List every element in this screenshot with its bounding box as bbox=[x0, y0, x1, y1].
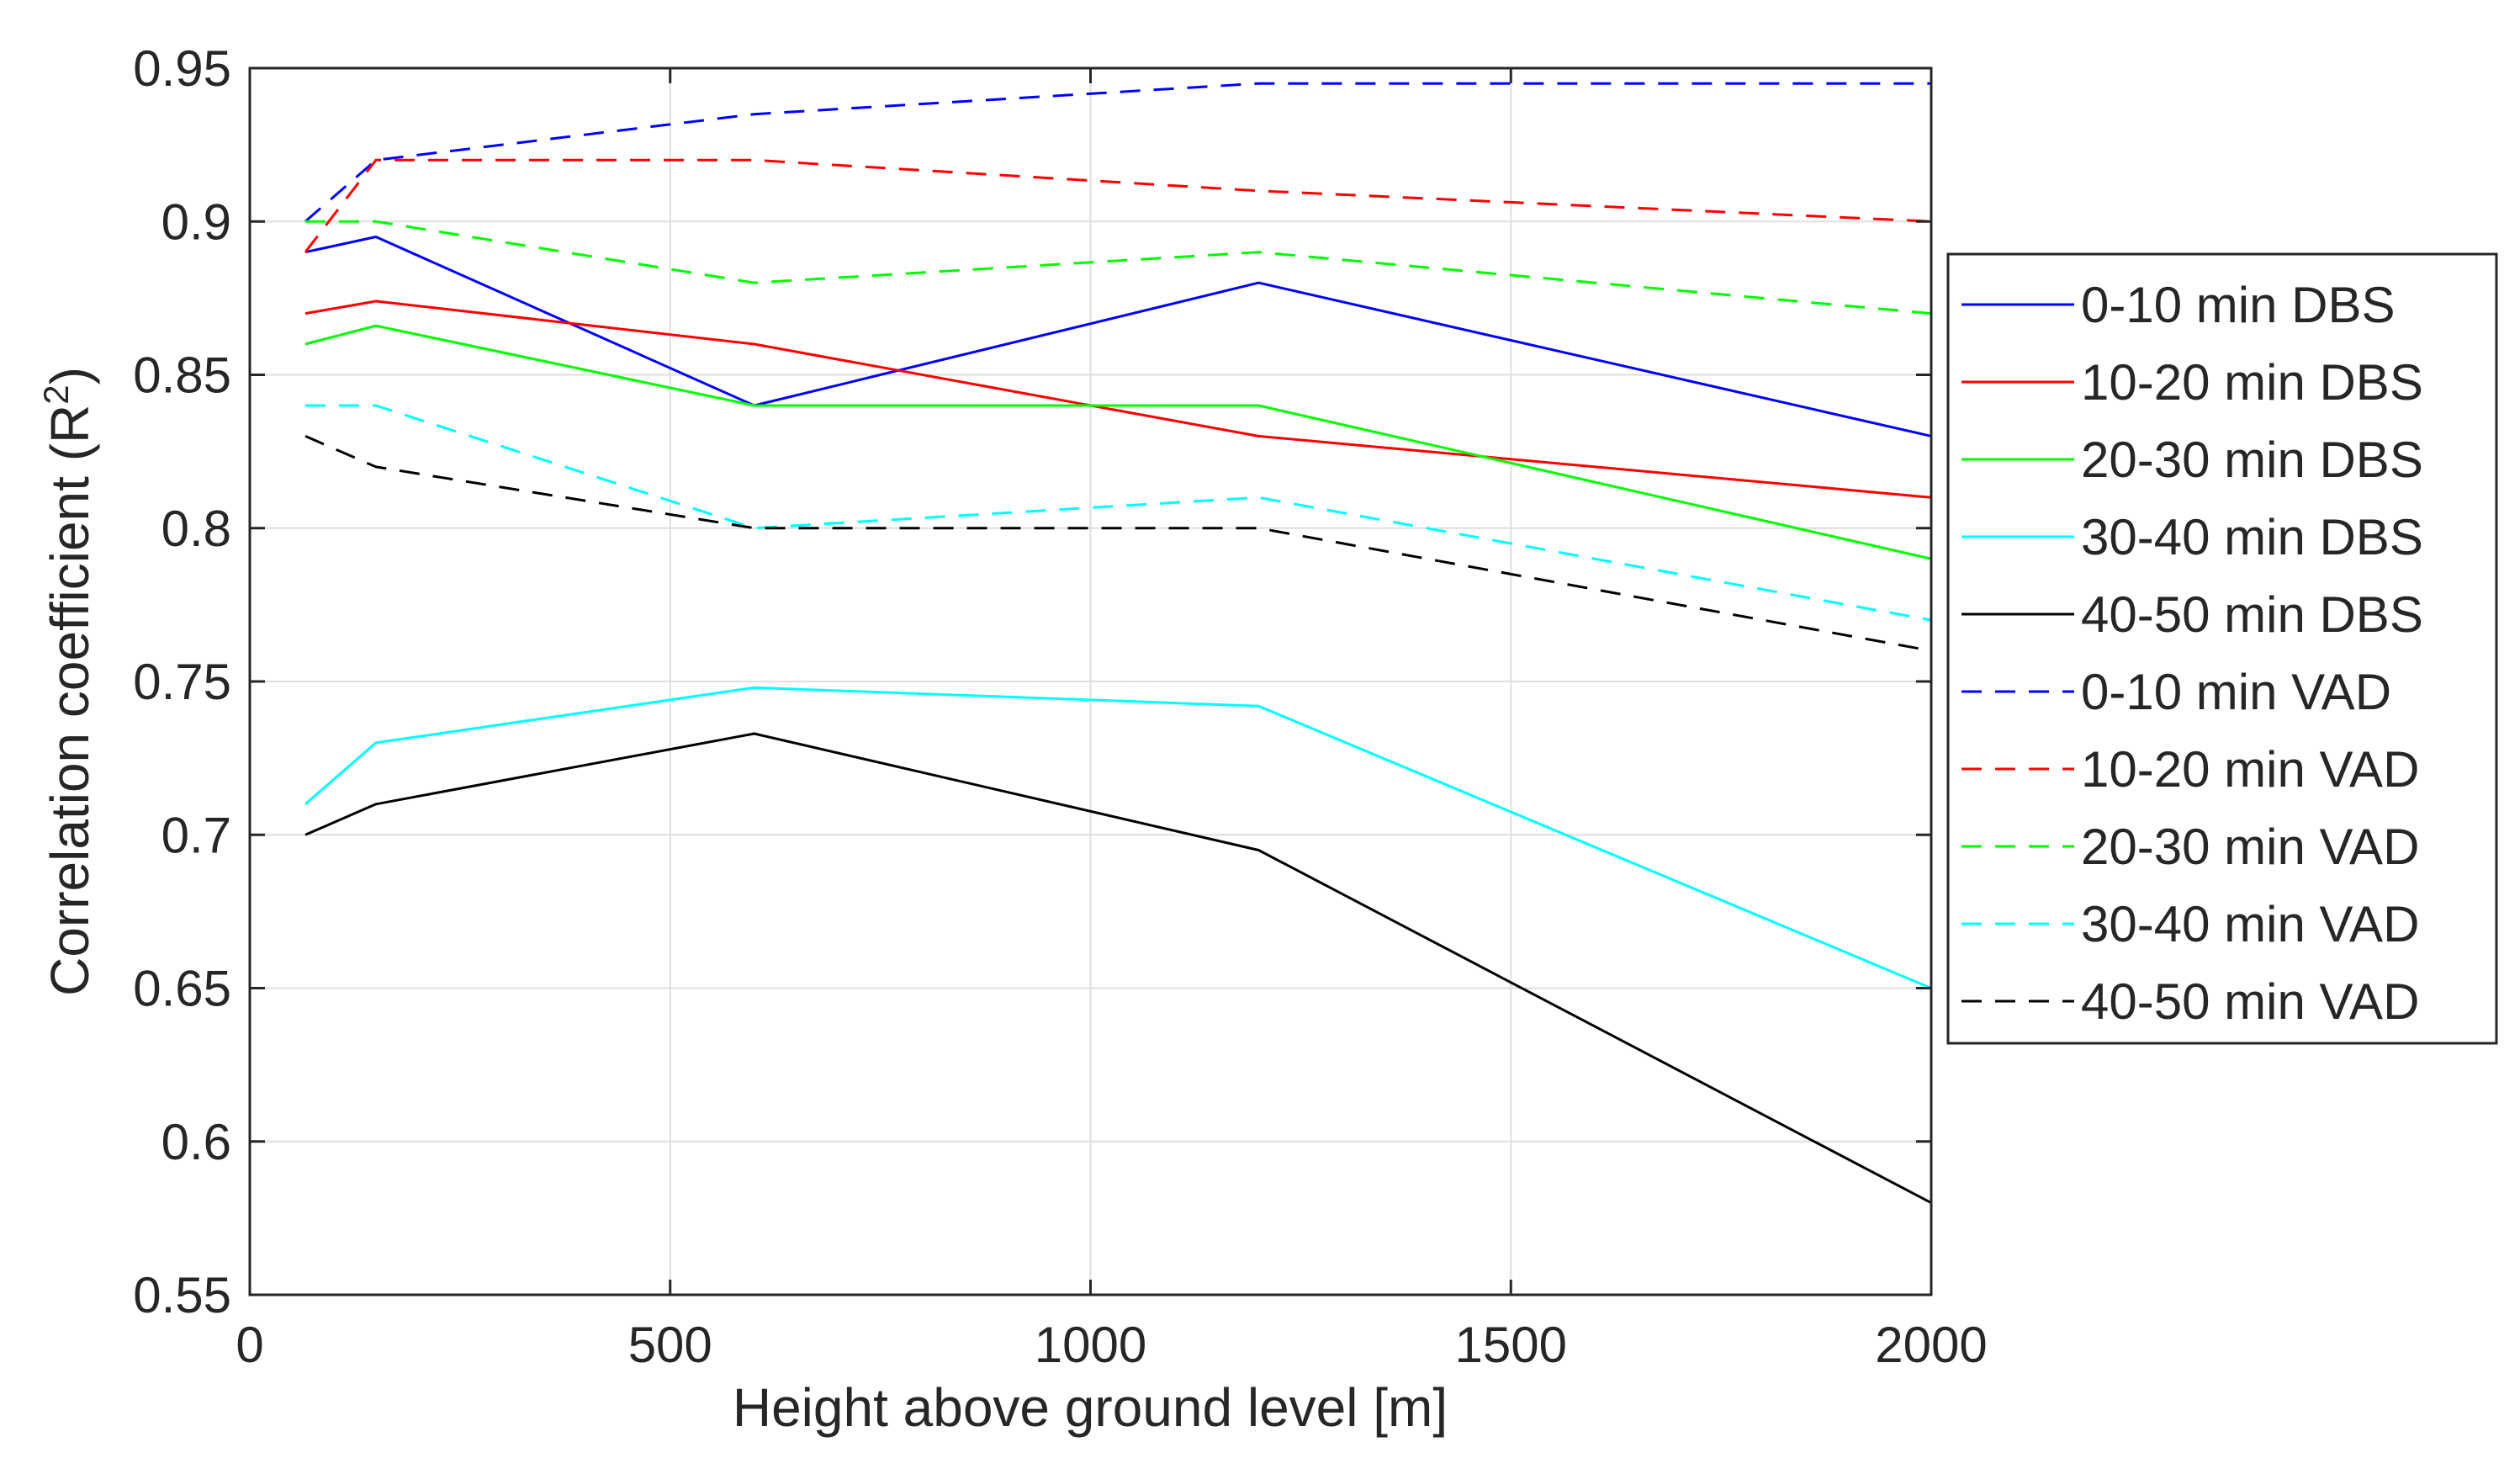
x-tick-label: 1500 bbox=[1455, 1317, 1567, 1373]
legend-label: 30-40 min DBS bbox=[2081, 509, 2423, 565]
y-axis-label-sup: 2 bbox=[36, 384, 76, 404]
y-tick-label: 0.9 bbox=[161, 194, 231, 250]
y-tick-label: 0.65 bbox=[133, 961, 231, 1017]
x-tick-label: 500 bbox=[628, 1317, 712, 1373]
series-line-10-20-min-vad bbox=[304, 158, 1932, 253]
y-axis-label-close: ) bbox=[40, 367, 100, 384]
series-line-30-40-min-vad bbox=[305, 404, 1932, 622]
ticks: 0 500 1000 1500 2000 0.55 0.6 0.65 0.7 0.75 0.8 0.8… bbox=[133, 40, 1988, 1373]
legend-label: 20-30 min VAD bbox=[2081, 819, 2419, 875]
x-tick-label: 1000 bbox=[1035, 1317, 1146, 1373]
y-axis-label-main: Correlation coefficient (R bbox=[40, 405, 100, 996]
legend-label: 0-10 min VAD bbox=[2081, 664, 2391, 720]
legend-label: 40-50 min DBS bbox=[2081, 586, 2423, 643]
legend-label: 0-10 min DBS bbox=[2081, 277, 2395, 333]
series-line-20-30-min-dbs bbox=[304, 324, 1932, 560]
legend-label: 20-30 min DBS bbox=[2081, 432, 2423, 488]
x-axis-label: Height above ground level [m] bbox=[733, 1377, 1448, 1438]
x-tick-label: 0 bbox=[236, 1317, 263, 1373]
legend-box bbox=[1946, 252, 2498, 1045]
y-tick-label: 0.55 bbox=[133, 1267, 231, 1323]
legend-label: 40-50 min VAD bbox=[2081, 973, 2419, 1030]
legend-label: 10-20 min VAD bbox=[2081, 741, 2419, 798]
y-tick-label: 0.7 bbox=[161, 807, 231, 863]
y-tick-label: 0.85 bbox=[133, 347, 231, 404]
series-line-0-10-min-vad bbox=[304, 82, 1931, 223]
series-line-40-50-min-vad bbox=[304, 435, 1932, 652]
y-tick-label: 0.95 bbox=[133, 40, 231, 97]
legend-label: 30-40 min VAD bbox=[2081, 896, 2419, 952]
legend: 0-10 min DBS 10-20 min DBS 20-30 min DBS 30… bbox=[1946, 252, 2498, 1045]
series-line-40-50-min-dbs bbox=[304, 732, 1932, 1205]
y-tick-label: 0.8 bbox=[161, 501, 231, 557]
series-layer bbox=[304, 82, 1932, 1205]
y-tick-label: 0.75 bbox=[133, 654, 231, 710]
y-axis-label: Correlation coefficient (R2) bbox=[36, 367, 100, 996]
grid bbox=[250, 68, 1931, 1295]
y-tick-label: 0.6 bbox=[161, 1114, 231, 1170]
x-tick-label: 2000 bbox=[1875, 1317, 1987, 1373]
series-line-20-30-min-vad bbox=[305, 220, 1932, 315]
series-line-30-40-min-dbs bbox=[304, 686, 1932, 989]
legend-label: 10-20 min DBS bbox=[2081, 354, 2423, 411]
